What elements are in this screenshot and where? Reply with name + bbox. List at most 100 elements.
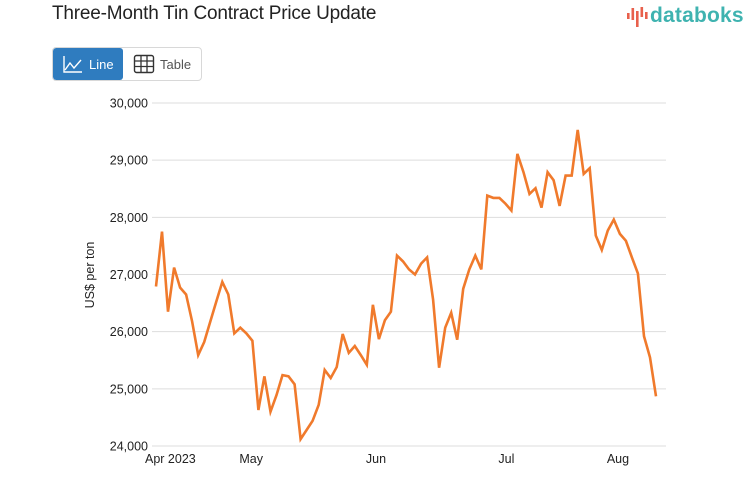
table-grid-icon	[133, 54, 155, 74]
data-point[interactable]	[520, 169, 526, 175]
y-tick-label: 29,000	[110, 154, 148, 168]
data-point[interactable]	[201, 339, 207, 345]
data-point[interactable]	[183, 292, 189, 298]
data-point[interactable]	[273, 392, 279, 398]
data-point[interactable]	[641, 333, 647, 339]
data-point[interactable]	[286, 373, 292, 379]
data-point[interactable]	[563, 173, 569, 179]
data-point[interactable]	[418, 261, 424, 267]
data-point[interactable]	[575, 127, 581, 133]
data-point[interactable]	[219, 279, 225, 285]
data-point[interactable]	[328, 375, 334, 381]
data-point[interactable]	[400, 258, 406, 264]
data-point[interactable]	[340, 331, 346, 337]
data-point[interactable]	[406, 266, 412, 272]
data-point[interactable]	[231, 330, 237, 336]
data-point[interactable]	[255, 407, 261, 413]
data-point[interactable]	[539, 205, 545, 211]
data-point[interactable]	[484, 193, 490, 199]
data-point[interactable]	[587, 165, 593, 171]
data-point[interactable]	[508, 207, 514, 213]
data-point[interactable]	[388, 309, 394, 315]
x-tick-label: Apr 2023	[145, 452, 196, 466]
data-point[interactable]	[557, 203, 563, 209]
data-point[interactable]	[466, 266, 472, 272]
tab-table[interactable]: Table	[123, 48, 191, 80]
data-point[interactable]	[207, 319, 213, 325]
data-point[interactable]	[153, 284, 159, 290]
data-point[interactable]	[617, 231, 623, 237]
data-point[interactable]	[316, 402, 322, 408]
data-point[interactable]	[436, 365, 442, 371]
chart-title: Three-Month Tin Contract Price Update	[52, 3, 377, 24]
data-point[interactable]	[647, 354, 653, 360]
data-point[interactable]	[394, 253, 400, 259]
data-point[interactable]	[514, 151, 520, 157]
data-point[interactable]	[189, 318, 195, 324]
data-point[interactable]	[346, 350, 352, 356]
data-point[interactable]	[635, 270, 641, 276]
data-point[interactable]	[623, 238, 629, 244]
data-point[interactable]	[310, 418, 316, 424]
data-point[interactable]	[280, 372, 286, 378]
data-point[interactable]	[472, 253, 478, 259]
data-point[interactable]	[370, 302, 376, 308]
data-point[interactable]	[159, 229, 165, 235]
data-point[interactable]	[249, 338, 255, 344]
data-point[interactable]	[298, 436, 304, 442]
data-point[interactable]	[629, 254, 635, 260]
data-point[interactable]	[261, 373, 267, 379]
data-point[interactable]	[292, 381, 298, 387]
logo-text: databoks	[650, 4, 744, 27]
y-axis-title: US$ per ton	[83, 242, 97, 309]
data-point[interactable]	[454, 337, 460, 343]
data-point[interactable]	[605, 227, 611, 233]
data-point[interactable]	[478, 266, 484, 272]
data-point[interactable]	[195, 352, 201, 358]
data-point[interactable]	[213, 299, 219, 305]
data-point[interactable]	[352, 343, 358, 349]
tab-line[interactable]: Line	[53, 48, 123, 80]
data-point[interactable]	[376, 336, 382, 342]
x-tick-label: May	[239, 452, 263, 466]
data-point[interactable]	[382, 317, 388, 323]
data-point[interactable]	[171, 265, 177, 271]
data-point[interactable]	[358, 352, 364, 358]
data-point[interactable]	[322, 367, 328, 373]
data-point[interactable]	[424, 254, 430, 260]
data-point[interactable]	[551, 177, 557, 183]
data-point[interactable]	[526, 191, 532, 197]
data-point[interactable]	[237, 325, 243, 331]
data-point[interactable]	[364, 362, 370, 368]
data-point[interactable]	[412, 272, 418, 278]
data-point[interactable]	[243, 330, 249, 336]
data-point[interactable]	[334, 364, 340, 370]
y-axis-ticks: 24,000 25,000 26,000 27,000 28,000 29,000 30,0…	[110, 97, 148, 454]
y-tick-label: 24,000	[110, 440, 148, 454]
data-point[interactable]	[165, 309, 171, 315]
data-point[interactable]	[653, 393, 659, 399]
tab-table-label: Table	[160, 56, 192, 72]
y-tick-label: 27,000	[110, 268, 148, 282]
data-point[interactable]	[581, 171, 587, 177]
data-point[interactable]	[593, 233, 599, 239]
data-point[interactable]	[611, 217, 617, 223]
data-point[interactable]	[225, 292, 231, 298]
y-tick-label: 28,000	[110, 211, 148, 225]
data-point[interactable]	[545, 169, 551, 175]
data-point[interactable]	[569, 173, 575, 179]
data-point[interactable]	[442, 325, 448, 331]
data-point[interactable]	[502, 201, 508, 207]
data-point[interactable]	[460, 286, 466, 292]
series-line	[154, 129, 658, 443]
data-point[interactable]	[490, 195, 496, 201]
data-point[interactable]	[533, 185, 539, 191]
data-point[interactable]	[304, 427, 310, 433]
data-point[interactable]	[448, 310, 454, 316]
data-point[interactable]	[267, 409, 273, 415]
data-point[interactable]	[430, 297, 436, 303]
data-point[interactable]	[496, 195, 502, 201]
data-point[interactable]	[599, 247, 605, 253]
data-point[interactable]	[177, 285, 183, 291]
